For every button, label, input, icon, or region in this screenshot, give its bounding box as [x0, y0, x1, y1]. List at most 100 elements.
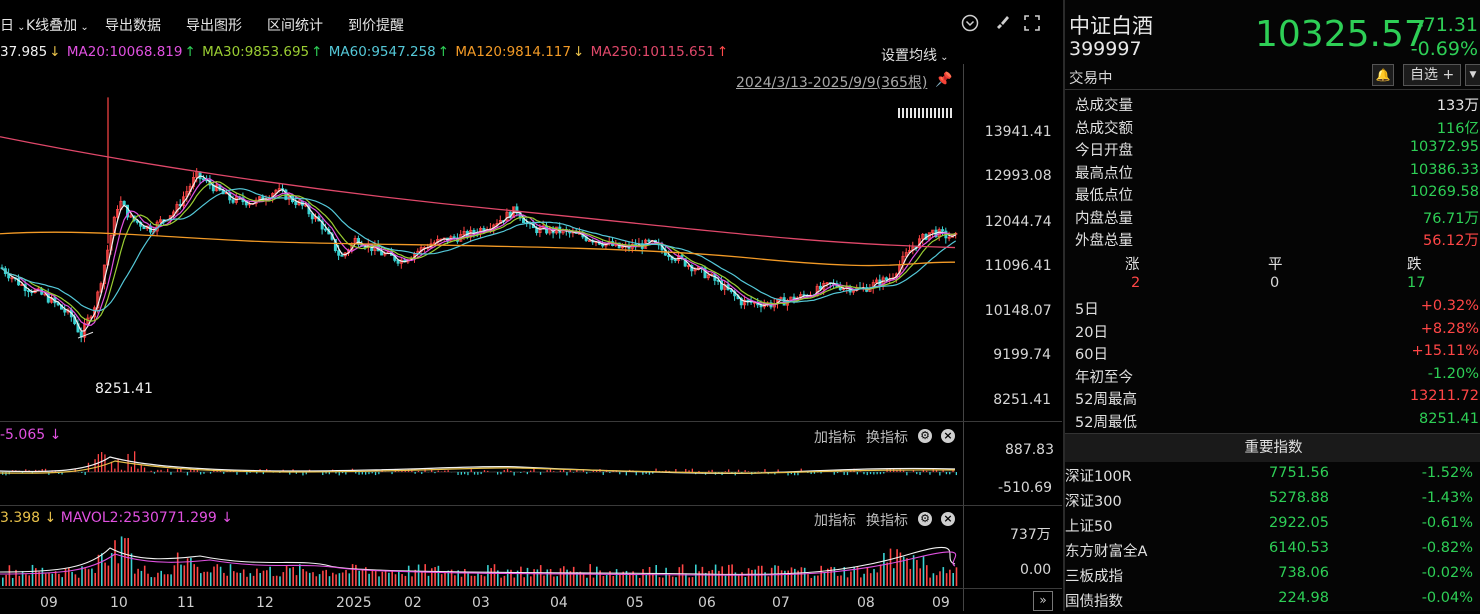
volume-bar: [32, 565, 34, 586]
volume-bar: [243, 569, 245, 586]
macd-bar: [474, 472, 475, 475]
ma60-value: MA60:9547.258: [329, 44, 436, 60]
volume-bar: [121, 536, 123, 586]
expand-icon[interactable]: [1022, 14, 1042, 34]
chevron-down-circle-icon[interactable]: [960, 14, 980, 34]
add-indicator-button[interactable]: 加指标: [814, 427, 856, 447]
candle-body: [338, 251, 340, 256]
switch-indicator-button[interactable]: 换指标: [866, 427, 908, 447]
export-chart-button[interactable]: 导出图形: [186, 15, 242, 35]
volume-chart[interactable]: [0, 528, 962, 586]
volume-bar: [444, 573, 446, 586]
price-alert-button[interactable]: 到价提醒: [348, 15, 404, 35]
macd-bar: [187, 472, 188, 475]
stat-value: 133万: [1437, 94, 1479, 115]
candle-body: [885, 278, 887, 280]
macd-bar: [758, 471, 759, 472]
macd-bar: [553, 471, 554, 472]
ma30-value: MA30:9853.695: [202, 44, 309, 60]
low-marker-label: 8251.41: [95, 381, 153, 397]
volume-bar: [147, 574, 149, 586]
gear-icon[interactable]: ⚙: [918, 512, 932, 526]
volume-bar: [233, 571, 235, 586]
volume-bar: [299, 564, 301, 586]
volume-bar: [754, 570, 756, 586]
volume-bar: [467, 573, 469, 586]
perf-label: 60日: [1075, 343, 1108, 364]
volume-bar: [890, 549, 892, 586]
ma-settings-button[interactable]: 设置均线 ⌄: [881, 45, 949, 65]
volume-bar: [774, 565, 776, 586]
volume-bar: [45, 574, 47, 586]
macd-bar: [731, 472, 732, 473]
volume-bar: [144, 566, 146, 586]
volume-bar: [880, 564, 882, 586]
volume-bar: [180, 565, 182, 586]
macd-bar: [464, 472, 465, 474]
macd-bar: [675, 469, 676, 472]
volume-bar: [441, 574, 443, 586]
volume-bar: [886, 562, 888, 586]
macd-chart[interactable]: [0, 445, 962, 503]
gear-icon[interactable]: ⚙: [918, 429, 932, 443]
chevron-down-icon[interactable]: ▼: [1465, 64, 1480, 86]
volume-bar: [679, 567, 681, 586]
macd-bar: [510, 471, 511, 472]
macd-bar: [88, 463, 89, 472]
volume-bar: [335, 574, 337, 586]
volume-bar: [424, 564, 426, 586]
index-row-name: 三板成指: [1065, 565, 1123, 586]
volume-bar: [28, 575, 30, 586]
index-name: 中证白酒: [1069, 10, 1153, 40]
add-indicator-button[interactable]: 加指标: [814, 510, 856, 530]
flat-label: 平: [1268, 253, 1283, 274]
period-selector[interactable]: 日 ⌄: [0, 15, 26, 35]
arrow-down-icon: ↓: [49, 44, 60, 60]
perf-label: 年初至今: [1075, 366, 1133, 387]
macd-bar: [114, 469, 115, 472]
close-icon[interactable]: ×: [941, 512, 955, 526]
kline-overlay-button[interactable]: K线叠加 ⌄: [26, 15, 89, 35]
volume-bar: [616, 569, 618, 586]
volume-bar: [494, 564, 496, 586]
volume-bar: [55, 571, 57, 586]
macd-bar: [533, 469, 534, 472]
volume-bar: [207, 572, 209, 586]
macd-bar: [698, 471, 699, 472]
macd-bar: [157, 470, 158, 472]
volume-bar: [124, 538, 126, 586]
price-axis-label: 13941.41: [985, 124, 1052, 140]
volume-bar: [603, 576, 605, 586]
macd-bar: [121, 470, 122, 472]
volume-bar: [71, 572, 73, 586]
time-axis-label: 04: [550, 595, 568, 611]
macd-bar: [748, 471, 749, 472]
close-icon[interactable]: ×: [941, 429, 955, 443]
scroll-right-button[interactable]: »: [1033, 591, 1053, 611]
candle-body: [199, 172, 201, 179]
macd-axis-bottom: -510.69: [998, 480, 1052, 496]
stat-label: 总成交量: [1075, 94, 1133, 115]
ma120-line: [0, 232, 955, 265]
range-stats-button[interactable]: 区间统计: [267, 15, 323, 35]
macd-bar: [870, 472, 871, 474]
brush-icon[interactable]: [992, 14, 1012, 34]
bell-icon[interactable]: 🔔: [1372, 64, 1394, 86]
kline-chart[interactable]: [0, 64, 962, 421]
ma-legend: 37.985↓ MA20:10068.819↑ MA30:9853.695↑ M…: [0, 44, 730, 64]
volume-bar: [332, 573, 334, 586]
export-data-button[interactable]: 导出数据: [105, 15, 161, 35]
watchlist-button[interactable]: 自选 +: [1403, 64, 1461, 86]
volume-bar: [563, 566, 565, 586]
volume-bar: [807, 574, 809, 586]
index-row-name: 深证300: [1065, 490, 1122, 511]
switch-indicator-button[interactable]: 换指标: [866, 510, 908, 530]
volume-bar: [154, 577, 156, 586]
